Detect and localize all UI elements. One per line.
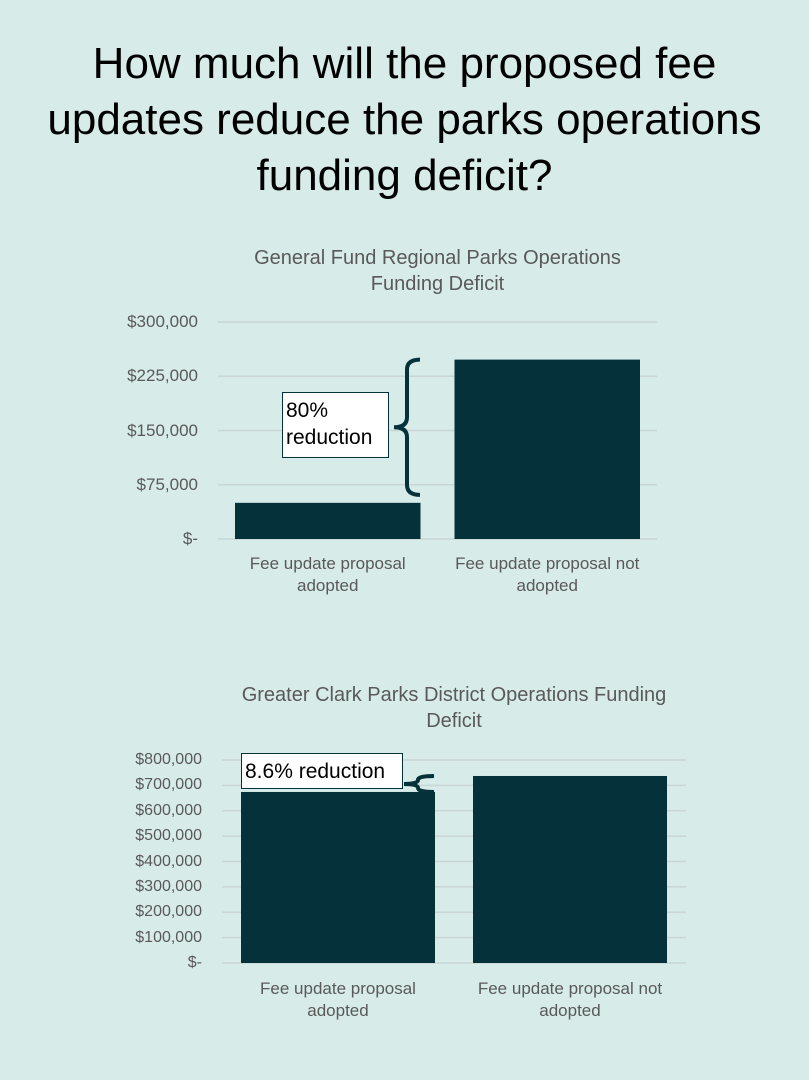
y-tick-label: $700,000 bbox=[135, 776, 202, 794]
bar bbox=[454, 359, 640, 539]
x-tick-label: Fee update proposal not adopted bbox=[477, 979, 663, 1020]
y-tick-label: $300,000 bbox=[135, 877, 202, 895]
y-tick-label: $400,000 bbox=[135, 852, 202, 870]
y-tick-label: $- bbox=[187, 954, 202, 971]
y-tick-label: $- bbox=[182, 529, 198, 548]
bracket bbox=[393, 357, 421, 497]
x-tick-label: Fee update proposal adopted bbox=[249, 554, 406, 595]
y-tick-label: $100,000 bbox=[135, 928, 202, 946]
annotation: 80% reduction bbox=[282, 392, 389, 458]
bar bbox=[473, 775, 667, 963]
chart-title: Greater Clark Parks District Operations … bbox=[241, 684, 667, 732]
y-tick-label: $200,000 bbox=[135, 903, 202, 921]
bar bbox=[235, 502, 421, 539]
y-tick-label: $150,000 bbox=[127, 420, 198, 440]
bar bbox=[241, 791, 435, 963]
y-tick-label: $75,000 bbox=[136, 474, 198, 494]
y-tick-label: $600,000 bbox=[135, 801, 202, 819]
annotation: 8.6% reduction bbox=[241, 753, 403, 789]
y-tick-label: $300,000 bbox=[127, 312, 198, 331]
y-tick-label: $800,000 bbox=[135, 751, 202, 768]
y-tick-label: $225,000 bbox=[127, 366, 198, 386]
bracket bbox=[403, 773, 435, 794]
page-title: How much will the proposed fee updates r… bbox=[47, 39, 762, 200]
chart-title: General Fund Regional Parks Operations F… bbox=[254, 247, 621, 295]
x-tick-label: Fee update proposal not adopted bbox=[455, 554, 640, 595]
x-tick-label: Fee update proposal adopted bbox=[260, 979, 416, 1020]
y-tick-label: $500,000 bbox=[135, 827, 202, 845]
